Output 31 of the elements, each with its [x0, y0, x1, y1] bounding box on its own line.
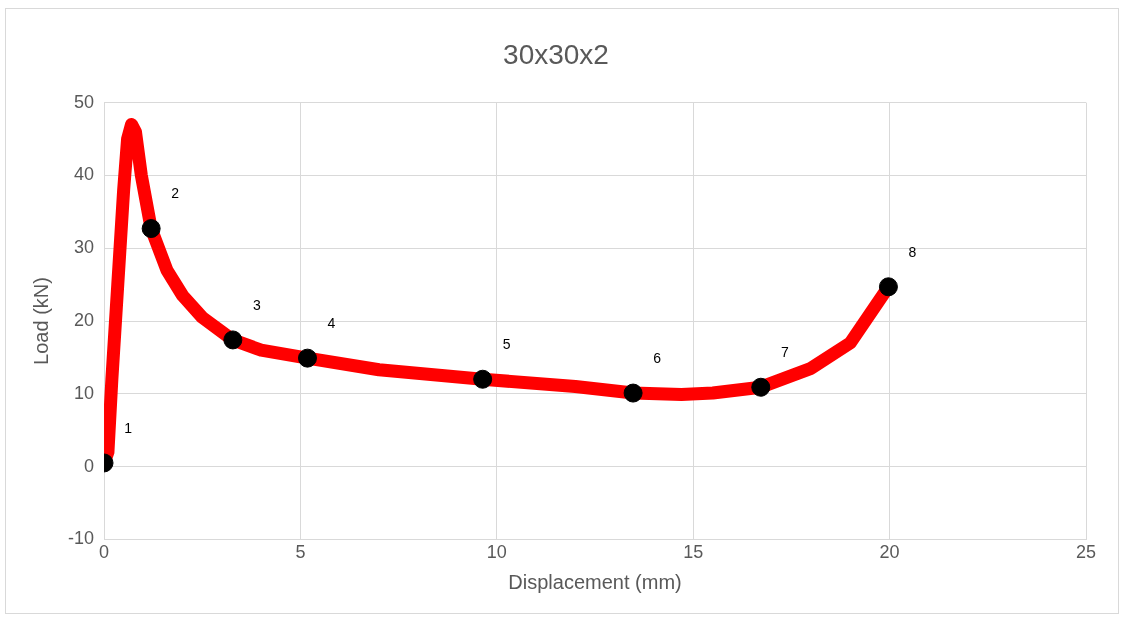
y-tick-label: 40 — [73, 164, 95, 185]
y-tick-label: 20 — [73, 309, 95, 330]
x-tick-label: 15 — [683, 542, 704, 563]
point — [878, 277, 898, 297]
point — [297, 348, 317, 368]
x-axis-title: Displacement (mm) — [508, 570, 682, 593]
y-tick-label: 30 — [73, 237, 95, 258]
x-tick-label: 10 — [486, 542, 507, 563]
point — [473, 369, 493, 389]
y-tick-label: 50 — [73, 91, 95, 112]
annotation: 6 — [653, 349, 662, 366]
annotation: 3 — [252, 296, 261, 313]
annotation: 7 — [780, 344, 789, 361]
x-tick-label: 20 — [879, 542, 900, 563]
point — [751, 377, 771, 397]
point — [223, 330, 243, 350]
y-tick-label: -10 — [68, 528, 95, 549]
y-tick-label: 10 — [73, 382, 95, 403]
x-tick-label: 25 — [1075, 542, 1097, 563]
annotation: 1 — [124, 419, 133, 436]
annotation: 5 — [502, 336, 511, 353]
annotation: 2 — [171, 185, 180, 202]
annotation: 4 — [327, 314, 336, 331]
x-tick-label: 0 — [99, 542, 110, 563]
x-tick-label: 5 — [295, 542, 306, 563]
y-tick-label: 0 — [84, 455, 95, 476]
y-axis-title: Load (kN) — [29, 277, 52, 365]
annotation: 8 — [908, 243, 917, 260]
chart-title: 30x30x2 — [503, 38, 609, 70]
point — [141, 219, 161, 239]
point — [623, 383, 643, 403]
